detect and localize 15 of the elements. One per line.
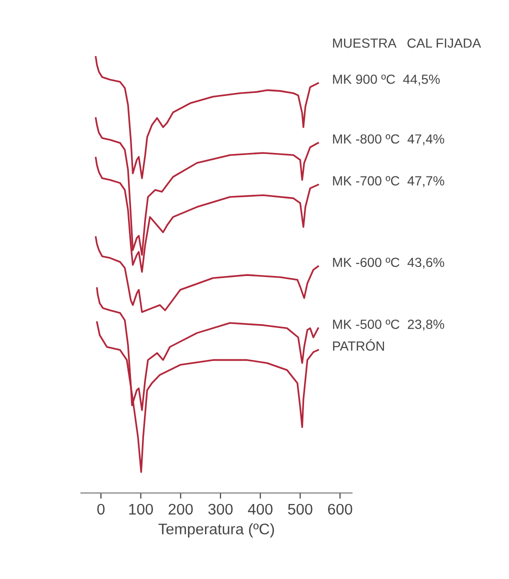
x-tick-label: 300 — [208, 504, 233, 515]
series-label: MK -600 ºC 43,6% — [333, 258, 444, 269]
x-tick-label: 600 — [328, 504, 352, 515]
x-axis-title: Temperatura (ºC) — [158, 523, 274, 538]
legend-title: MUESTRA CAL FIJADA — [333, 38, 482, 48]
series-label: MK -800 ºC 47,4% — [333, 134, 444, 146]
series-label: PATRÓN — [333, 339, 384, 351]
x-tick-label: 400 — [248, 504, 272, 515]
series-label: MK 900 ºC 44,5% — [333, 74, 440, 86]
series-label: MK -500 ºC 23,8% — [333, 320, 444, 331]
x-tick-label: 200 — [168, 504, 193, 515]
series-label: MK -700 ºC 47,7% — [333, 176, 444, 188]
x-tick-label: 500 — [288, 504, 312, 515]
x-tick-label: 0 — [97, 504, 105, 515]
x-tick-label: 100 — [129, 504, 153, 515]
